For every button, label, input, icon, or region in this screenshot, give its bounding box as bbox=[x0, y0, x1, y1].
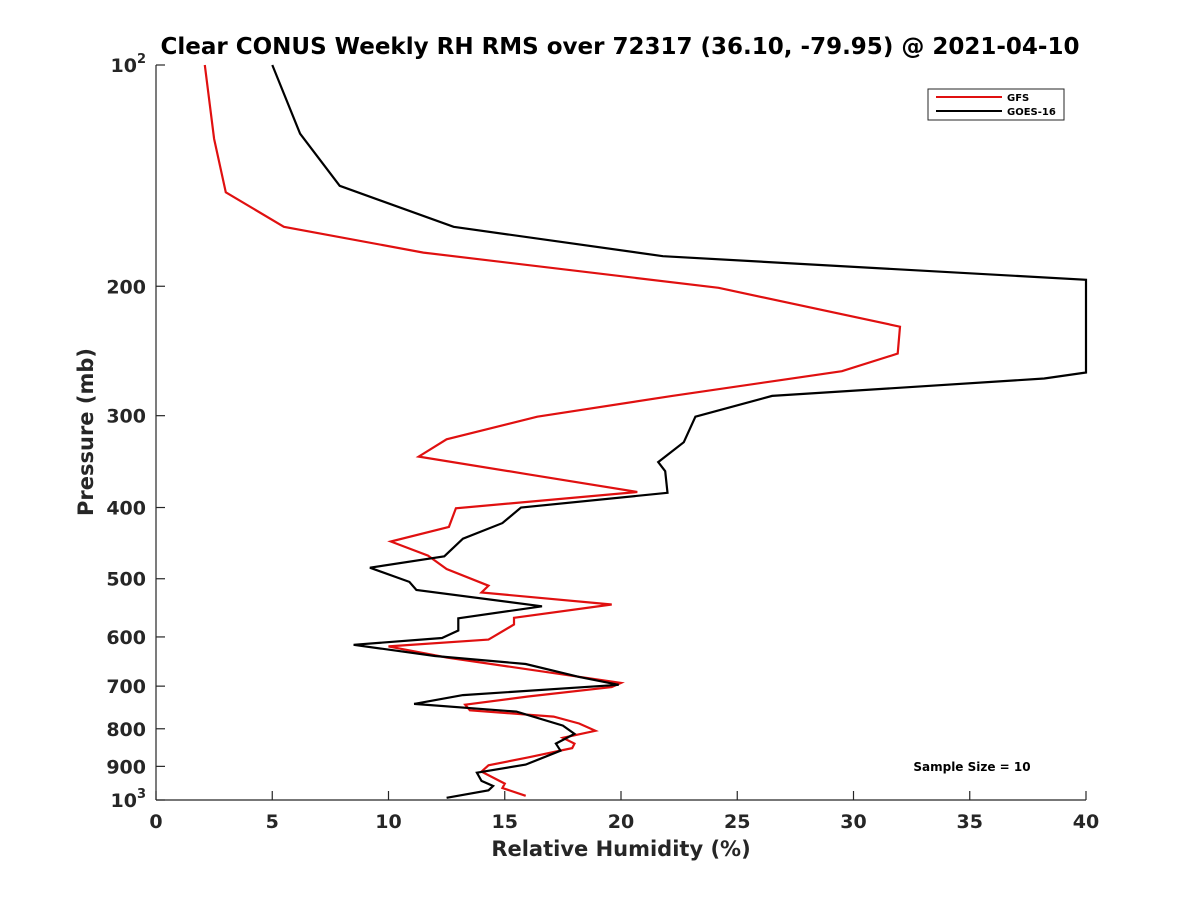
y-tick-label: 700 bbox=[106, 676, 146, 698]
x-tick-label: 30 bbox=[840, 811, 866, 833]
x-tick-label: 25 bbox=[724, 811, 750, 833]
x-tick-label: 15 bbox=[492, 811, 518, 833]
x-tick-label: 5 bbox=[266, 811, 279, 833]
series-line-gfs bbox=[203, 64, 902, 797]
x-tick-label: 35 bbox=[957, 811, 983, 833]
legend-label-goes16: GOES-16 bbox=[1007, 107, 1056, 118]
legend: GFS GOES-16 bbox=[927, 88, 1065, 121]
x-axis-label: Relative Humidity (%) bbox=[491, 837, 750, 861]
y-ticks: 102 200 300 400 500 600 700 800 900 103 bbox=[106, 52, 165, 812]
y-tick-label: 102 bbox=[111, 52, 147, 77]
x-tick-label: 40 bbox=[1073, 811, 1099, 833]
y-tick-label: 200 bbox=[106, 276, 146, 298]
x-ticks: 0 5 10 15 20 25 30 35 40 bbox=[149, 791, 1099, 833]
chart-title: Clear CONUS Weekly RH RMS over 72317 (36… bbox=[161, 34, 1080, 60]
legend-label-gfs: GFS bbox=[1007, 93, 1029, 104]
legend-box bbox=[927, 88, 1065, 121]
x-tick-label: 10 bbox=[375, 811, 401, 833]
y-tick-label: 103 bbox=[111, 787, 147, 812]
y-tick-label: 900 bbox=[106, 756, 146, 778]
y-tick-label: 800 bbox=[106, 719, 146, 741]
sample-size-annotation: Sample Size = 10 bbox=[913, 760, 1030, 774]
plot-lines bbox=[203, 64, 1088, 799]
series-line-goes16 bbox=[271, 64, 1088, 799]
y-tick-label: 400 bbox=[106, 498, 146, 520]
y-axis-label: Pressure (mb) bbox=[74, 348, 98, 516]
y-tick-label: 300 bbox=[106, 406, 146, 428]
x-tick-label: 0 bbox=[149, 811, 162, 833]
y-tick-label: 500 bbox=[106, 569, 146, 591]
y-tick-label: 600 bbox=[106, 627, 146, 649]
x-tick-label: 20 bbox=[608, 811, 634, 833]
